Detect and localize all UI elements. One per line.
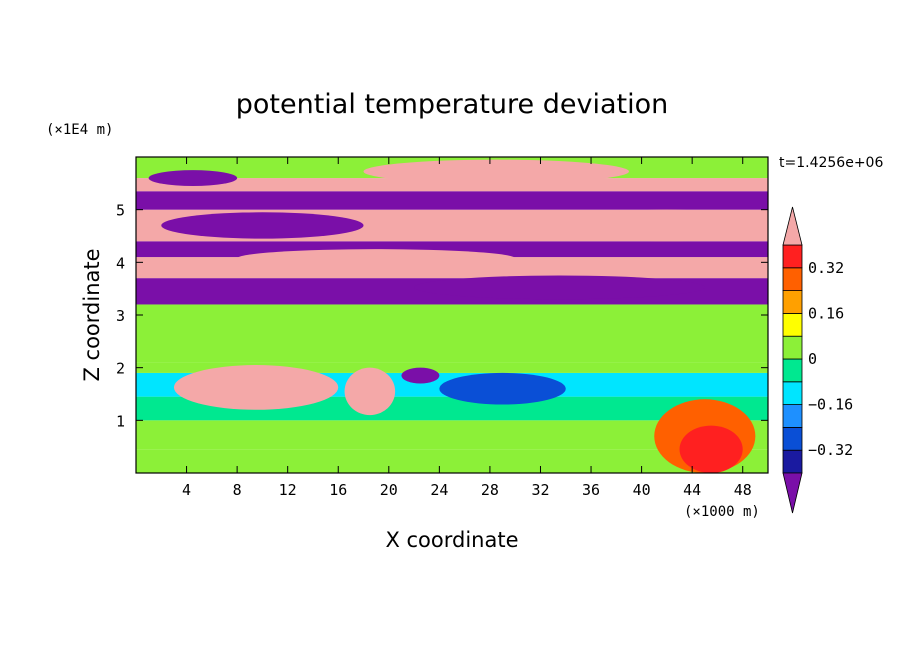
- field-feature-10: [161, 212, 364, 239]
- colorbar-segment: [782, 381, 803, 405]
- x-tick-label: 36: [582, 481, 600, 499]
- y-tick-label: 2: [116, 360, 125, 378]
- field-feature-5: [679, 425, 743, 473]
- field-feature-11: [237, 249, 516, 268]
- colorbar-segment: [782, 312, 803, 337]
- x-tick-label: 16: [329, 481, 347, 499]
- field-feature-6: [363, 159, 629, 184]
- field-feature-3: [401, 367, 440, 384]
- colorbar-label: 0: [808, 350, 817, 368]
- x-tick-label: 44: [683, 481, 701, 499]
- field-band-11: [136, 178, 768, 192]
- contour-field: [136, 157, 768, 473]
- colorbar-label: −0.32: [808, 441, 853, 459]
- y-axis-label: Z coordinate: [80, 248, 104, 381]
- x-tick-label: 8: [233, 481, 242, 499]
- x-tick-label: 40: [633, 481, 651, 499]
- field-band-0: [136, 449, 768, 473]
- x-axis-label: X coordinate: [385, 528, 518, 552]
- x-tick-label: 24: [430, 481, 448, 499]
- y-axis: 1 2 3 4 5: [116, 202, 768, 430]
- y-tick-label: 5: [116, 202, 125, 220]
- x-tick-label: 32: [531, 481, 549, 499]
- y-tick-label: 3: [116, 307, 125, 325]
- x-tick-label: 28: [481, 481, 499, 499]
- y-unit-label: (×1E4 m): [46, 122, 113, 138]
- field-feature-1: [344, 367, 396, 416]
- field-feature-0: [173, 365, 339, 410]
- field-band-5: [136, 304, 768, 363]
- field-band-4: [136, 362, 768, 373]
- colorbar-segment: [782, 335, 803, 360]
- colorbar-segment: [782, 449, 803, 474]
- colorbar-extend-max: [782, 206, 803, 246]
- x-tick-label: 48: [734, 481, 752, 499]
- colorbar-label: 0.32: [808, 259, 844, 277]
- field-band-10: [136, 191, 768, 210]
- colorbar-segment: [782, 358, 803, 383]
- y-tick-label: 1: [116, 412, 125, 430]
- field-feature-7: [565, 209, 768, 242]
- x-axis: 4 8 12 16 20 24 28 32 36 40 44 48: [182, 157, 752, 499]
- x-tick-label: 20: [380, 481, 398, 499]
- colorbar-segment: [782, 290, 803, 314]
- colorbar: 0.32 0.16 0 −0.16 −0.32: [782, 206, 853, 514]
- chart-title: potential temperature deviation: [236, 89, 668, 120]
- y-tick-label: 4: [116, 254, 125, 272]
- field-feature-9: [414, 275, 705, 300]
- colorbar-segment: [782, 244, 803, 269]
- colorbar-label: 0.16: [808, 304, 844, 322]
- colorbar-segment: [782, 404, 803, 428]
- field-feature-8: [148, 170, 238, 186]
- time-label: t=1.4256e+06: [779, 155, 883, 171]
- colorbar-extend-min: [782, 472, 803, 514]
- x-unit-label: (×1000 m): [684, 504, 760, 520]
- colorbar-segment: [782, 426, 803, 451]
- colorbar-segment: [782, 267, 803, 291]
- colorbar-label: −0.16: [808, 396, 853, 414]
- field-feature-2: [439, 372, 566, 405]
- x-tick-label: 12: [279, 481, 297, 499]
- x-tick-label: 4: [182, 481, 191, 499]
